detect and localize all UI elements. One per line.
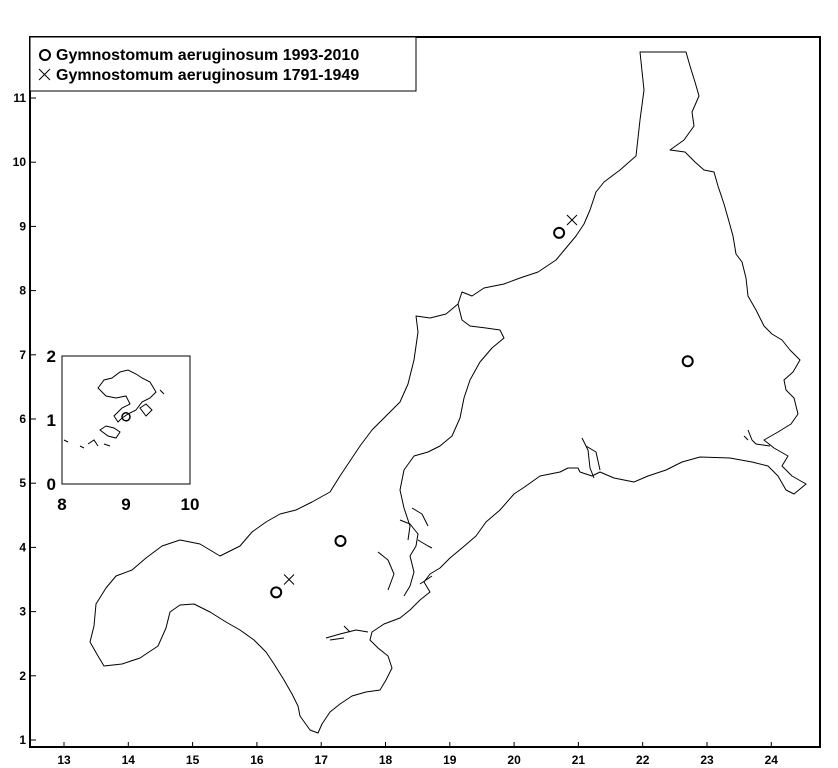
inset-y-tick-label: 2 xyxy=(47,347,56,366)
x-tick-label: 15 xyxy=(186,753,200,767)
legend-cross-marker xyxy=(38,68,51,81)
y-tick-label: 7 xyxy=(19,348,26,362)
x-tick-label: 22 xyxy=(636,753,650,767)
north-coast-inlet xyxy=(399,303,505,541)
inset-x-tick-label: 9 xyxy=(121,495,130,514)
y-axis: 1 2 3 4 5 6 7 8 9 10 11 xyxy=(13,91,36,747)
record-circle-1993-2010 xyxy=(334,534,347,547)
y-tick-label: 4 xyxy=(19,540,26,554)
record-circle-1993-2010 xyxy=(681,355,694,368)
record-circle-1993-2010 xyxy=(270,586,283,599)
x-tick-label: 20 xyxy=(507,753,521,767)
y-tick-label: 2 xyxy=(19,669,26,683)
fal-estuary xyxy=(377,507,433,597)
inset-x-tick-label: 8 xyxy=(57,495,66,514)
legend: Gymnostomum aeruginosum 1993-2010 Gymnos… xyxy=(29,36,417,92)
inset-x-tick-label: 10 xyxy=(181,495,200,514)
inset-record-circle xyxy=(121,412,131,422)
coastline xyxy=(89,51,807,734)
inset-y-tick-label: 1 xyxy=(47,411,56,430)
record-circle-1993-2010 xyxy=(553,226,566,239)
x-tick-label: 24 xyxy=(765,753,779,767)
tamar-estuary xyxy=(743,429,771,447)
x-tick-label: 19 xyxy=(443,753,457,767)
y-tick-label: 1 xyxy=(19,733,26,747)
inset-axis: 8 9 10 0 1 2 xyxy=(47,347,200,514)
y-tick-label: 8 xyxy=(19,284,26,298)
x-tick-label: 14 xyxy=(122,753,136,767)
inset-frame xyxy=(61,355,191,485)
legend-box xyxy=(29,36,417,92)
record-cross-1791-1949 xyxy=(566,214,578,226)
x-axis: 13 14 15 16 17 18 19 20 21 22 23 24 xyxy=(57,742,778,767)
x-tick-label: 23 xyxy=(700,753,714,767)
map-frame xyxy=(29,36,821,748)
y-tick-label: 10 xyxy=(13,155,27,169)
y-tick-label: 3 xyxy=(19,605,26,619)
inset-y-tick-label: 0 xyxy=(47,475,56,494)
legend-label-1791-1949: Gymnostomum aeruginosum 1791-1949 xyxy=(56,67,359,84)
y-tick-label: 5 xyxy=(19,476,26,490)
x-tick-label: 16 xyxy=(250,753,264,767)
x-tick-label: 18 xyxy=(379,753,393,767)
x-tick-label: 21 xyxy=(572,753,586,767)
camel-estuary xyxy=(581,437,601,479)
x-tick-label: 17 xyxy=(315,753,329,767)
isles-of-scilly xyxy=(63,369,165,449)
record-markers xyxy=(121,214,694,599)
legend-circle-marker xyxy=(39,49,51,61)
y-tick-label: 11 xyxy=(13,91,26,105)
helford-estuary xyxy=(325,625,369,641)
record-cross-1791-1949 xyxy=(283,574,295,585)
y-tick-label: 9 xyxy=(19,219,26,233)
legend-label-1993-2010: Gymnostomum aeruginosum 1993-2010 xyxy=(56,47,359,64)
x-tick-label: 13 xyxy=(57,753,71,767)
y-tick-label: 6 xyxy=(19,412,26,426)
